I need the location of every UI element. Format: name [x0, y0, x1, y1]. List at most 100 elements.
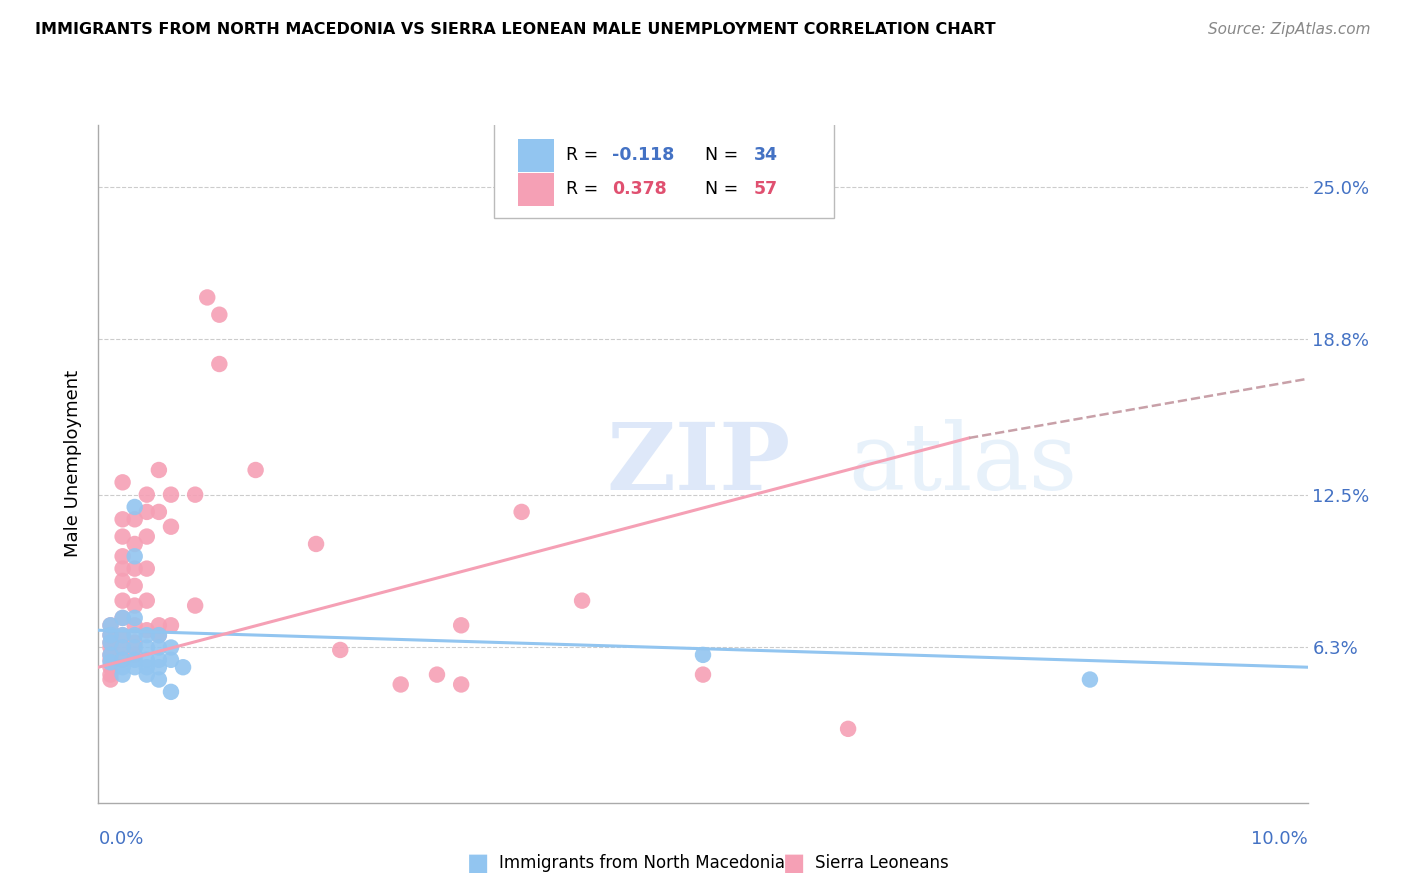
Point — [124, 628, 146, 642]
Point — [111, 653, 134, 667]
Point — [100, 653, 122, 667]
Point — [124, 512, 146, 526]
Point — [135, 488, 157, 502]
Point — [100, 618, 122, 632]
Point — [160, 640, 183, 655]
Point — [329, 643, 352, 657]
Point — [160, 618, 183, 632]
Point — [837, 722, 859, 736]
Point — [111, 667, 134, 681]
Point — [100, 648, 122, 662]
Point — [148, 628, 170, 642]
Text: Source: ZipAtlas.com: Source: ZipAtlas.com — [1208, 22, 1371, 37]
Point — [148, 628, 170, 642]
Point — [148, 653, 170, 667]
Point — [135, 505, 157, 519]
Point — [111, 561, 134, 575]
Point — [111, 611, 134, 625]
Point — [100, 660, 122, 674]
Point — [692, 667, 714, 681]
Point — [135, 667, 157, 681]
Point — [111, 653, 134, 667]
Point — [148, 673, 170, 687]
Point — [111, 611, 134, 625]
Point — [135, 653, 157, 667]
Point — [111, 549, 134, 564]
Point — [100, 635, 122, 649]
Point — [124, 599, 146, 613]
Text: N =: N = — [706, 146, 744, 164]
Point — [510, 505, 533, 519]
Text: R =: R = — [567, 180, 605, 198]
Point — [208, 357, 231, 371]
Text: atlas: atlas — [848, 419, 1077, 508]
Text: 57: 57 — [754, 180, 778, 198]
Point — [124, 653, 146, 667]
Point — [111, 574, 134, 588]
Point — [160, 488, 183, 502]
Point — [111, 660, 134, 674]
Point — [160, 685, 183, 699]
Point — [148, 640, 170, 655]
Point — [148, 660, 170, 674]
Point — [135, 593, 157, 607]
Point — [111, 593, 134, 607]
Point — [124, 618, 146, 632]
Point — [1078, 673, 1101, 687]
Point — [245, 463, 267, 477]
Point — [148, 463, 170, 477]
Point — [160, 653, 183, 667]
Point — [111, 512, 134, 526]
Point — [184, 488, 207, 502]
Point — [111, 640, 134, 655]
Point — [100, 640, 122, 655]
Point — [305, 537, 328, 551]
Point — [100, 628, 122, 642]
Point — [148, 618, 170, 632]
Text: Sierra Leoneans: Sierra Leoneans — [815, 855, 949, 872]
Point — [124, 549, 146, 564]
Text: 0.378: 0.378 — [613, 180, 666, 198]
Point — [135, 660, 157, 674]
Text: 34: 34 — [754, 146, 778, 164]
Point — [100, 648, 122, 662]
Text: 0.0%: 0.0% — [98, 830, 143, 848]
FancyBboxPatch shape — [517, 139, 554, 171]
Point — [208, 308, 231, 322]
Point — [692, 648, 714, 662]
Text: -0.118: -0.118 — [613, 146, 675, 164]
Point — [389, 677, 412, 691]
Text: 10.0%: 10.0% — [1251, 830, 1308, 848]
FancyBboxPatch shape — [494, 123, 834, 219]
Point — [124, 648, 146, 662]
Point — [100, 618, 122, 632]
Point — [135, 640, 157, 655]
Point — [195, 290, 218, 304]
Point — [100, 655, 122, 669]
Point — [111, 530, 134, 544]
Point — [100, 673, 122, 687]
Point — [184, 599, 207, 613]
Point — [124, 660, 146, 674]
Text: N =: N = — [706, 180, 744, 198]
Text: Immigrants from North Macedonia: Immigrants from North Macedonia — [499, 855, 785, 872]
Point — [124, 537, 146, 551]
Point — [124, 500, 146, 514]
FancyBboxPatch shape — [517, 173, 554, 205]
Point — [450, 677, 472, 691]
Point — [111, 475, 134, 490]
Text: ■: ■ — [783, 852, 806, 875]
Point — [450, 618, 472, 632]
Point — [124, 561, 146, 575]
Point — [135, 530, 157, 544]
Text: ■: ■ — [467, 852, 489, 875]
Point — [571, 593, 593, 607]
Point — [124, 611, 146, 625]
Text: R =: R = — [567, 146, 605, 164]
Point — [100, 667, 122, 681]
Point — [135, 561, 157, 575]
Point — [111, 628, 134, 642]
Point — [124, 640, 146, 655]
Point — [160, 519, 183, 533]
Point — [426, 667, 449, 681]
